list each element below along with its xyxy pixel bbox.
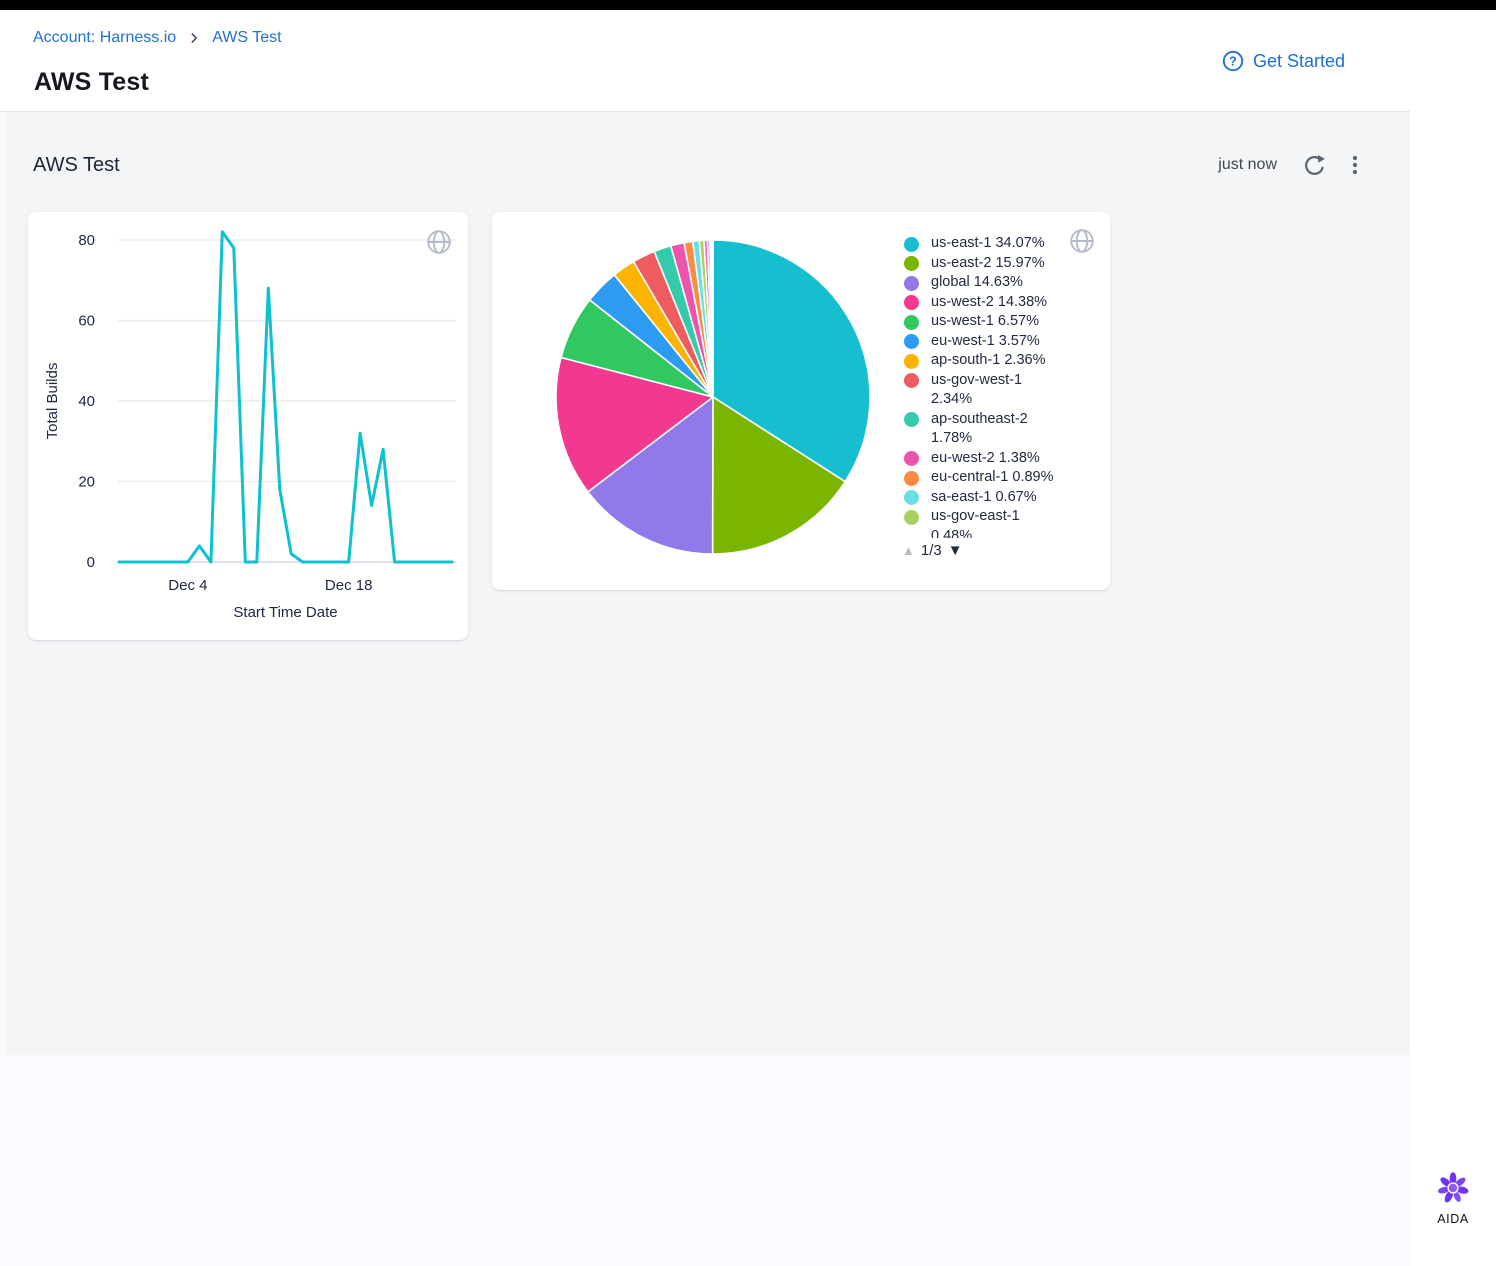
breadcrumb-chevron-icon bbox=[187, 31, 201, 45]
breadcrumb-current-link[interactable]: AWS Test bbox=[212, 29, 282, 46]
page-title: AWS Test bbox=[34, 68, 150, 96]
aida-label: AIDA bbox=[1437, 1212, 1469, 1226]
y-tick-label: 60 bbox=[78, 313, 95, 330]
scrollbar-gutter bbox=[0, 112, 6, 1266]
pie-slice-global[interactable] bbox=[587, 396, 714, 555]
kebab-menu-icon bbox=[1352, 155, 1358, 175]
legend-item-eu-west-1[interactable]: eu-west-1 3.57% bbox=[904, 332, 1100, 352]
legend-swatch-icon bbox=[904, 334, 919, 349]
legend-item-ap-southeast-2[interactable]: ap-southeast-2 1.78% bbox=[904, 410, 1100, 449]
legend-swatch-icon bbox=[904, 353, 919, 369]
legend-item-label: sa-east-1 0.67% bbox=[931, 488, 1037, 505]
x-axis-title: Start Time Date bbox=[233, 604, 337, 621]
legend-item-label: eu-central-1 0.89% bbox=[931, 469, 1054, 485]
timezone-globe-icon bbox=[1069, 228, 1095, 254]
legend-item-label: us-west-2 14.38% bbox=[931, 293, 1048, 310]
total-builds-series-line bbox=[117, 230, 454, 564]
legend-item-us-east-1[interactable]: us-east-1 34.07% bbox=[904, 234, 1100, 254]
dashboard-menu-button[interactable] bbox=[1352, 155, 1358, 175]
legend-item-label: eu-west-1 3.57% bbox=[931, 332, 1040, 349]
legend-item-us-east-2[interactable]: us-east-2 15.97% bbox=[904, 254, 1100, 274]
legend-item-us-west-1[interactable]: us-west-1 6.57% bbox=[904, 312, 1100, 332]
legend-page-down-icon[interactable]: ▼ bbox=[947, 542, 963, 559]
legend-item-global[interactable]: global 14.63% bbox=[904, 273, 1100, 293]
main-column: Account: Harness.io AWS Test AWS Test ? … bbox=[0, 10, 1410, 1266]
dashboard-title: AWS Test bbox=[33, 154, 120, 176]
builds-by-region-pie-chart bbox=[555, 239, 871, 555]
legend-item-us-west-2[interactable]: us-west-2 14.38% bbox=[904, 293, 1100, 313]
legend-item-label: ap-southeast-2 1.78% bbox=[931, 410, 1028, 447]
y-tick-label: 20 bbox=[78, 474, 95, 491]
legend-item-eu-west-2[interactable]: eu-west-2 1.38% bbox=[904, 449, 1100, 469]
builds-by-region-tile: us-east-1 34.07% us-east-2 15.97% global 1… bbox=[492, 212, 1110, 590]
pie-slice-other[interactable] bbox=[710, 239, 714, 398]
help-circle-icon: ? bbox=[1222, 50, 1244, 72]
legend-swatch-icon bbox=[904, 236, 919, 252]
pie-slice-us-west-2[interactable] bbox=[555, 356, 714, 493]
legend-item-label: us-east-2 15.97% bbox=[931, 254, 1045, 271]
y-tick-label: 0 bbox=[87, 554, 95, 571]
legend-swatch-icon bbox=[904, 314, 919, 330]
y-tick-label: 80 bbox=[78, 232, 95, 249]
refresh-button[interactable] bbox=[1303, 154, 1326, 177]
legend-swatch-icon bbox=[904, 470, 919, 486]
legend-swatch-icon bbox=[904, 295, 919, 310]
y-tick-label: 40 bbox=[78, 393, 95, 410]
window-top-bar bbox=[0, 0, 1496, 10]
app-header: Account: Harness.io AWS Test AWS Test ? … bbox=[0, 10, 1410, 112]
dashboard-background-lower bbox=[6, 1055, 1410, 1266]
legend-swatch-icon bbox=[904, 373, 919, 388]
get-started-label: Get Started bbox=[1252, 50, 1345, 71]
get-started-button[interactable]: ? Get Started bbox=[1222, 50, 1345, 72]
svg-text:?: ? bbox=[1229, 54, 1237, 68]
legend-item-eu-central-1[interactable]: eu-central-1 0.89% bbox=[904, 468, 1100, 488]
dashboard-toolbar: just now bbox=[1218, 151, 1358, 179]
legend-swatch-icon bbox=[904, 275, 919, 291]
legend-swatch-icon bbox=[904, 490, 919, 505]
y-axis-title: Total Builds bbox=[44, 363, 61, 440]
x-tick-label: Dec 18 bbox=[325, 577, 373, 594]
timezone-globe-icon bbox=[426, 229, 452, 255]
legend-item-label: us-west-1 6.57% bbox=[931, 313, 1039, 329]
legend-item-label: ap-south-1 2.36% bbox=[931, 352, 1046, 368]
legend-swatch-icon bbox=[904, 256, 919, 271]
legend-item-label: us-east-1 34.07% bbox=[931, 235, 1045, 251]
legend-swatch-icon bbox=[904, 509, 919, 525]
legend-pagination: ▲ 1/3 ▼ bbox=[902, 542, 963, 559]
legend-page-up-icon[interactable]: ▲ bbox=[902, 543, 915, 558]
breadcrumb-account-link[interactable]: Account: Harness.io bbox=[33, 29, 177, 46]
legend-item-us-gov-east-1[interactable]: us-gov-east-1 0.48% bbox=[904, 507, 1100, 538]
legend-item-us-gov-west-1[interactable]: us-gov-west-1 2.34% bbox=[904, 371, 1100, 410]
legend-page-indicator: 1/3 bbox=[920, 542, 942, 559]
legend-item-label: us-gov-east-1 0.48% bbox=[931, 508, 1020, 538]
legend-item-label: eu-west-2 1.38% bbox=[931, 449, 1040, 466]
aida-assistant-button[interactable]: AIDA bbox=[1410, 1171, 1496, 1226]
pie-slice-us-east-2[interactable] bbox=[711, 396, 846, 555]
x-tick-label: Dec 4 bbox=[168, 577, 207, 594]
refresh-icon bbox=[1303, 154, 1326, 177]
legend-item-label: us-gov-west-1 2.34% bbox=[931, 371, 1023, 408]
legend-swatch-icon bbox=[904, 451, 919, 466]
total-builds-tile: 0 20 40 60 80 Dec 4 Dec 18 Total Builds Start Ti… bbox=[28, 212, 468, 640]
pie-legend: us-east-1 34.07% us-east-2 15.97% global 1… bbox=[904, 234, 1100, 538]
legend-swatch-icon bbox=[904, 412, 919, 427]
last-refreshed-text: just now bbox=[1218, 156, 1277, 173]
right-side-panel: AIDA bbox=[1410, 10, 1496, 1266]
legend-item-label: global 14.63% bbox=[931, 274, 1023, 290]
legend-item-ap-south-1[interactable]: ap-south-1 2.36% bbox=[904, 351, 1100, 371]
aida-flower-icon bbox=[1436, 1171, 1470, 1205]
breadcrumb: Account: Harness.io AWS Test bbox=[33, 28, 282, 48]
total-builds-line-chart: 0 20 40 60 80 Dec 4 Dec 18 Total Builds Start Ti… bbox=[44, 230, 456, 621]
legend-item-sa-east-1[interactable]: sa-east-1 0.67% bbox=[904, 488, 1100, 508]
